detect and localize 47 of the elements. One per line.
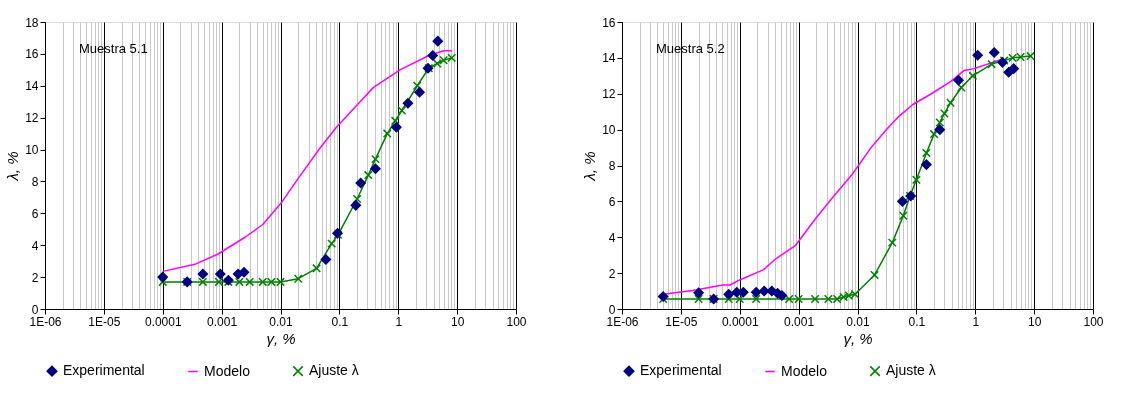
x-tick-label: 10 <box>1027 314 1042 329</box>
y-tick-label: 10 <box>25 143 39 158</box>
x-tick-label: 0.01 <box>846 314 870 329</box>
y-tick-label: 8 <box>608 159 616 173</box>
y-tick-label: 0 <box>31 302 39 317</box>
y-tick-label: 18 <box>25 15 39 30</box>
x-tick-label: 0.1 <box>908 314 926 329</box>
y-tick-label: 14 <box>25 79 39 94</box>
legend-label: Ajuste λ <box>886 362 936 379</box>
y-tick-label: 8 <box>31 174 39 189</box>
legend-label: Experimental <box>63 362 145 379</box>
x-axis-title: γ, % <box>266 329 296 347</box>
y-tick-label: 14 <box>602 51 616 66</box>
x-tick-label: 0.001 <box>784 314 815 329</box>
y-tick-label: 2 <box>608 266 616 281</box>
x-tick-label: 0.0001 <box>721 314 759 329</box>
x-tick-label: 1E-06 <box>29 314 62 329</box>
x-tick-label: 1E-06 <box>606 314 639 329</box>
y-tick-label: 16 <box>25 47 39 62</box>
y-tick-label: 6 <box>608 194 616 209</box>
x-tick-label: 100 <box>1083 314 1104 329</box>
legend-label: Modelo <box>781 362 828 379</box>
x-tick-label: 0.01 <box>269 314 293 329</box>
x-tick-label: 1E-05 <box>665 314 698 329</box>
x-tick-label: 10 <box>450 314 465 329</box>
y-axis-title: λ, % <box>4 151 22 182</box>
x-tick-label: 1 <box>395 314 403 329</box>
x-tick-label: 0.001 <box>207 314 238 329</box>
legend-label: Ajuste λ <box>309 362 359 379</box>
y-tick-label: 0 <box>608 302 616 317</box>
legend-label: Modelo <box>204 362 251 379</box>
x-tick-label: 0.0001 <box>144 314 182 329</box>
x-axis-title: γ, % <box>843 329 873 347</box>
x-tick-label: 1E-05 <box>88 314 121 329</box>
y-tick-label: 12 <box>602 87 616 102</box>
y-tick-label: 4 <box>608 230 616 245</box>
y-axis-title: λ, % <box>581 151 599 182</box>
y-tick-label: 6 <box>31 206 39 221</box>
y-tick-label: 10 <box>602 123 616 138</box>
x-tick-label: 100 <box>506 314 527 329</box>
y-tick-label: 12 <box>25 111 39 126</box>
x-tick-label: 1 <box>972 314 980 329</box>
x-tick-label: 0.1 <box>331 314 349 329</box>
y-tick-label: 2 <box>31 270 39 285</box>
legend-label: Experimental <box>640 362 722 379</box>
y-tick-label: 16 <box>602 15 616 30</box>
y-tick-label: 4 <box>31 238 39 253</box>
